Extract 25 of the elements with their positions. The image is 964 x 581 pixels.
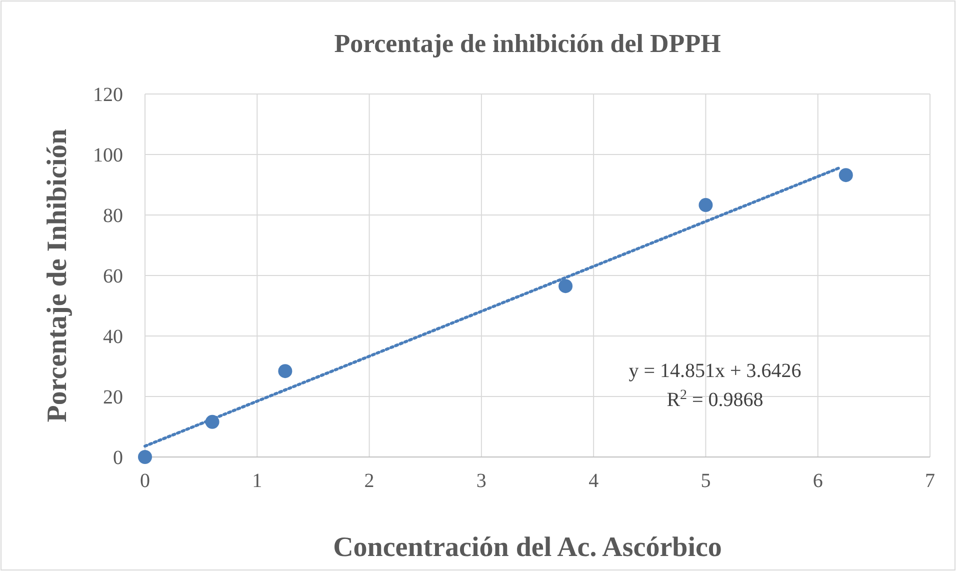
y-tick-label: 100 [93, 144, 123, 166]
x-tick-label: 3 [476, 470, 486, 492]
point [838, 168, 853, 182]
point [278, 364, 292, 378]
point [138, 450, 152, 464]
y-tick-label: 20 [103, 386, 123, 408]
chart-title: Porcentaje de inhibición del DPPH [334, 29, 721, 58]
y-tick-label: 0 [113, 447, 123, 469]
x-tick-label: 5 [700, 470, 711, 492]
x-tick-label: 6 [812, 470, 823, 492]
y-tick-label: 40 [103, 326, 123, 348]
annotation: R$^{2}$ = 0.9868 [666, 388, 764, 411]
annotation: y = 14.851x + 3.6426 [628, 360, 802, 382]
x-tick-label: 0 [140, 470, 150, 492]
y-axis-title: Porcentaje de Inhibición [42, 128, 73, 422]
x-tick-label: 2 [364, 470, 374, 492]
y-tick-label: 120 [93, 84, 123, 106]
x-axis-title: Concentración del Ac. Ascórbico [333, 532, 722, 563]
x-tick-label: 1 [252, 470, 262, 492]
point [558, 279, 573, 294]
x-tick-label: 7 [925, 470, 935, 492]
y-tick-label: 80 [103, 205, 123, 227]
y-tick-label: 60 [103, 266, 123, 288]
x-tick-label: 4 [588, 470, 599, 492]
point [698, 198, 713, 212]
